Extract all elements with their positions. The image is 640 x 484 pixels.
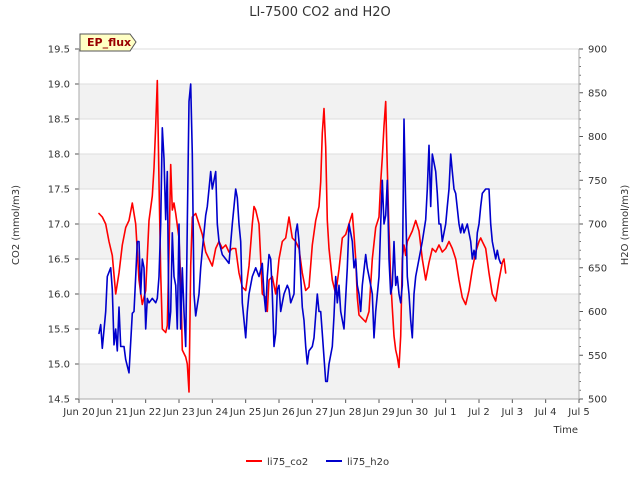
y2-tick-label: 500 [588,395,607,406]
y2-tick-label: 750 [588,176,607,187]
series-line-li75_h2o [98,83,502,383]
badge-label: EP_flux [87,36,131,49]
x-tick-label: Jun 24 [196,407,229,418]
y2-axis-title: H2O (mmol/m3) [620,185,631,266]
x-tick-label: Jul 2 [467,407,490,418]
y-tick-label: 16.5 [48,255,70,266]
x-tick-label: Jun 21 [96,407,129,418]
background-band [79,84,579,119]
y2-tick-label: 850 [588,88,607,99]
x-tick-label: Jul 5 [567,407,590,418]
x-tick-label: Jun 30 [396,407,429,418]
x-tick-label: Jun 26 [262,407,295,418]
y2-tick-label: 700 [588,220,607,231]
series-layer [98,79,507,393]
y2-tick-label: 600 [588,307,607,318]
axes [75,48,583,403]
legend-h2o-label: li75_h2o [347,457,389,468]
y-tick-label: 19.5 [48,45,70,56]
y-tick-label: 14.5 [48,395,70,406]
x-tick-label: Jul 3 [501,407,524,418]
legend-co2-label: li75_co2 [267,457,308,468]
x-tick-label: Jun 27 [296,407,329,418]
left-tick-labels: 14.5 15.0 15.5 16.0 16.5 17.0 17.5 18.0 18.5 19.0… [48,45,70,406]
right-tick-labels: 500 550 600 650 700 750 800 850 900 [588,45,607,406]
x-tick-label: Jun 20 [62,407,95,418]
y-tick-label: 15.0 [48,360,70,371]
x-tick-labels: Jun 20 Jun 21 Jun 22 Jun 23 Jun 24 Jun 25 Jun … [62,407,590,418]
x-tick-label: Jun 28 [329,407,362,418]
ep-flux-badge: EP_flux [79,33,137,52]
chart-title: LI-7500 CO2 and H2O [249,5,391,20]
y-tick-label: 17.0 [48,220,70,231]
x-tick-label: Jun 25 [229,407,262,418]
x-tick-label: Jun 22 [129,407,162,418]
y-tick-label: 18.5 [48,115,70,126]
y2-tick-label: 900 [588,45,607,56]
y-tick-label: 16.0 [48,290,70,301]
y-tick-label: 19.0 [48,80,70,91]
y-tick-label: 15.5 [48,325,70,336]
badge-shape [79,33,137,52]
y-axis-title: CO2 (mmol/m3) [11,185,22,265]
y2-tick-label: 650 [588,263,607,274]
y2-tick-label: 800 [588,132,607,143]
y-tick-label: 18.0 [48,150,70,161]
x-tick-label: Jun 29 [362,407,395,418]
x-axis-title: Time [553,425,578,436]
x-tick-label: Jul 1 [434,407,457,418]
y2-tick-label: 550 [588,351,607,362]
series-line-li75_co2 [98,79,507,393]
legend: li75_co2 li75_h2o [246,457,389,468]
y-tick-label: 17.5 [48,185,70,196]
x-tick-label: Jun 23 [162,407,195,418]
x-tick-label: Jul 4 [534,407,557,418]
background-band [79,294,579,329]
